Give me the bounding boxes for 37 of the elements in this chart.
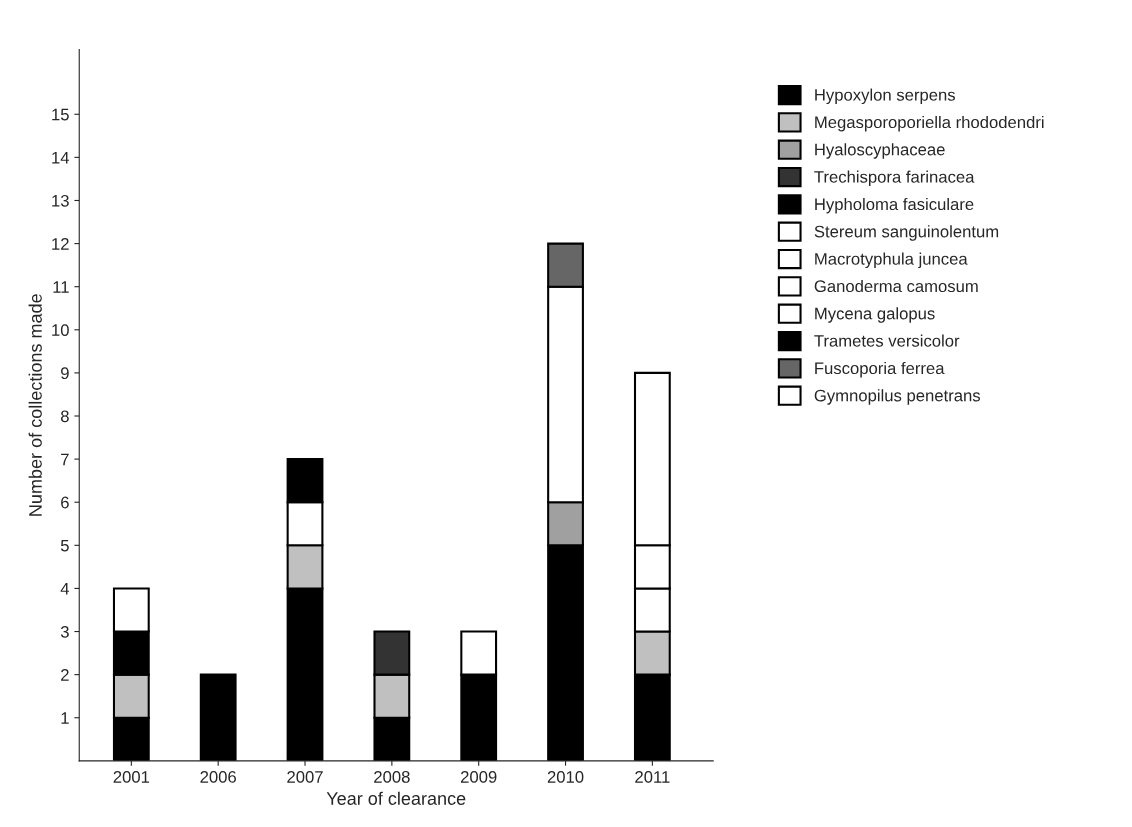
y-axis-title: Number of collections made [28, 294, 42, 516]
y-tick-label: 14 [52, 151, 70, 164]
y-tick-label: 3 [60, 625, 69, 638]
y-tick-label: 11 [53, 281, 69, 293]
y-tick-label: 5 [60, 539, 69, 552]
y-tick-label: 4 [60, 583, 70, 595]
y-tick-label: 12 [52, 237, 69, 250]
legend-label: Trechispora farinacea [814, 170, 975, 187]
legend-label: Megasporoporiella rhododendri [815, 115, 1044, 132]
legend-label: Gymnopilus penetrans [814, 389, 981, 405]
legend-label: Hyaloscyphaceae [815, 143, 945, 159]
x-tick-label: 2001 [113, 771, 150, 783]
y-tick-label: 7 [61, 453, 69, 466]
legend-label: Fuscoporia ferrea [815, 361, 945, 378]
bar [199, 673, 237, 761]
y-tick-label: 2 [61, 669, 69, 681]
x-tick-label: 2011 [635, 771, 670, 783]
legend-label: Trametes versicolor [814, 334, 960, 347]
y-tick-label: 6 [61, 496, 69, 509]
legend-label: Ganoderma camosum [814, 279, 978, 293]
legend-label: Stereum sanguinolentum [814, 225, 999, 241]
x-axis-title: Year of clearance [326, 791, 466, 805]
y-tick-label: 10 [52, 324, 69, 336]
x-tick-label: 2010 [547, 771, 584, 783]
y-tick-label: 13 [52, 194, 69, 207]
legend-label: Macrotyphula juncea [815, 252, 968, 269]
y-tick-label: 15 [52, 108, 69, 121]
y-tick-label: 8 [60, 410, 69, 423]
x-tick-label: 2007 [287, 771, 323, 783]
x-tick-label: 2008 [374, 771, 410, 783]
legend-label: Hypoxylon serpens [815, 88, 956, 105]
x-tick-label: 2006 [200, 771, 236, 783]
y-tick-label: 1 [61, 712, 69, 724]
legend-label: Hypholoma fasiculare [815, 197, 974, 214]
legend-label: Mycena galopus [815, 307, 935, 323]
y-tick-label: 9 [61, 367, 69, 380]
x-tick-label: 2009 [461, 771, 497, 783]
